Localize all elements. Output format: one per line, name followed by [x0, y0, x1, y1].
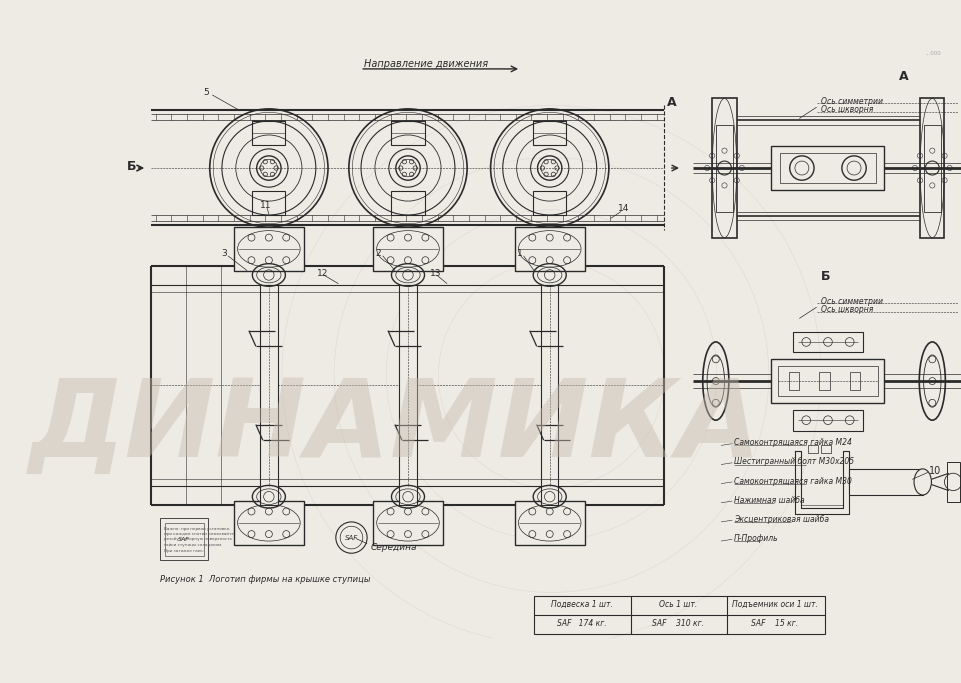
- Circle shape: [335, 522, 367, 553]
- Text: Самоконтрящаяся гайка М24: Самоконтрящаяся гайка М24: [734, 438, 852, 447]
- Ellipse shape: [914, 469, 931, 495]
- Bar: [533, 121, 566, 145]
- Bar: [515, 501, 584, 544]
- Text: 14: 14: [618, 204, 628, 212]
- Bar: [234, 227, 304, 270]
- Bar: [391, 120, 425, 121]
- Text: при каждом снятии смазывайте: при каждом снятии смазывайте: [163, 532, 234, 536]
- Text: Б: Б: [821, 270, 830, 283]
- Text: SAF: SAF: [345, 535, 358, 540]
- Text: При затяжке гаек:: При затяжке гаек:: [163, 550, 204, 553]
- Text: 12: 12: [317, 268, 328, 278]
- Bar: [234, 501, 304, 544]
- Text: Ось шкворня: Ось шкворня: [821, 305, 874, 314]
- Bar: [541, 285, 558, 505]
- Text: А: А: [899, 70, 909, 83]
- Bar: [391, 121, 425, 145]
- Text: Эксцентриковая шайба: Эксцентриковая шайба: [734, 515, 829, 524]
- Bar: [399, 285, 417, 505]
- Text: Шестигранный болт М30х205: Шестигранный болт М30х205: [734, 458, 854, 466]
- Bar: [391, 191, 425, 215]
- Text: 1: 1: [517, 249, 523, 257]
- Bar: [253, 120, 285, 121]
- Circle shape: [257, 156, 281, 180]
- Bar: [789, 372, 800, 390]
- Bar: [793, 331, 863, 352]
- Bar: [793, 410, 863, 430]
- Bar: [260, 285, 278, 505]
- Text: Ось шкворня: Ось шкворня: [821, 105, 874, 114]
- Text: Самоконтрящаяся гайка М30: Самоконтрящаяся гайка М30: [734, 477, 852, 486]
- Text: 11: 11: [260, 201, 272, 210]
- Text: Ось симметрии: Ось симметрии: [821, 96, 883, 106]
- Text: Подвеска 1 шт.: Подвеска 1 шт.: [551, 600, 613, 609]
- Bar: [253, 121, 285, 145]
- Bar: [534, 596, 825, 634]
- Bar: [948, 462, 960, 502]
- Bar: [780, 153, 875, 183]
- Text: П-Профиль: П-Профиль: [734, 534, 778, 543]
- Bar: [160, 518, 208, 560]
- Bar: [920, 98, 945, 238]
- Text: SAF: SAF: [178, 537, 189, 542]
- Bar: [253, 191, 285, 215]
- Bar: [778, 366, 877, 396]
- Bar: [373, 227, 443, 270]
- Text: SAF    310 кг.: SAF 310 кг.: [653, 619, 704, 628]
- Text: Направление движения: Направление движения: [363, 59, 488, 69]
- Bar: [399, 292, 417, 479]
- Text: SAF    15 кг.: SAF 15 кг.: [752, 619, 799, 628]
- Text: А: А: [667, 96, 677, 109]
- Text: 5: 5: [204, 88, 209, 97]
- Bar: [541, 292, 558, 479]
- Bar: [772, 359, 884, 403]
- Text: Подъемник оси 1 шт.: Подъемник оси 1 шт.: [732, 600, 818, 609]
- Bar: [260, 292, 278, 479]
- Bar: [850, 372, 860, 390]
- Bar: [712, 98, 737, 238]
- Text: 3: 3: [221, 249, 227, 257]
- Text: Ось симметрии: Ось симметрии: [821, 296, 883, 305]
- Text: 10: 10: [929, 466, 941, 475]
- Text: ДИНАМИКА: ДИНАМИКА: [29, 374, 761, 480]
- Circle shape: [537, 156, 562, 180]
- Text: 13: 13: [430, 268, 441, 278]
- Text: 2: 2: [376, 249, 382, 257]
- Bar: [821, 445, 831, 454]
- Bar: [533, 191, 566, 215]
- Text: гайки ступицы солидолом.: гайки ступицы солидолом.: [163, 542, 222, 546]
- Text: SAF   174 кг.: SAF 174 кг.: [557, 619, 606, 628]
- Bar: [716, 124, 733, 212]
- Bar: [533, 120, 566, 121]
- Bar: [808, 445, 819, 454]
- Text: Середина: Середина: [371, 542, 417, 552]
- Text: Рисунок 1  Логотип фирмы на крышке ступицы: Рисунок 1 Логотип фирмы на крышке ступиц…: [160, 575, 371, 584]
- Text: Б: Б: [127, 160, 136, 173]
- Text: Нажимная шайба: Нажимная шайба: [734, 496, 804, 505]
- Text: ...000: ...000: [925, 51, 941, 56]
- Bar: [772, 146, 884, 190]
- Bar: [924, 124, 941, 212]
- Circle shape: [396, 156, 420, 180]
- Bar: [515, 227, 584, 270]
- Text: резьбу и опорную поверхность: резьбу и опорную поверхность: [163, 538, 232, 542]
- Text: Ось 1 шт.: Ось 1 шт.: [659, 600, 698, 609]
- Bar: [373, 501, 443, 544]
- Bar: [849, 469, 923, 495]
- Bar: [820, 372, 829, 390]
- Bar: [164, 522, 204, 556]
- Text: Важно: при первой установке,: Важно: при первой установке,: [163, 527, 230, 531]
